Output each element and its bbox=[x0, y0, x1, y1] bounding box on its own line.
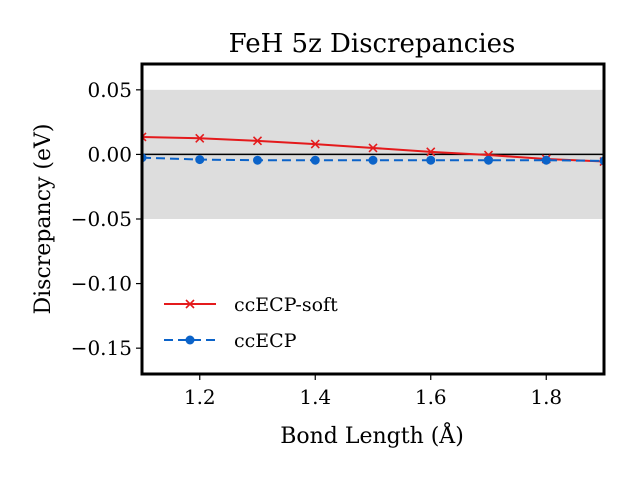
data-point bbox=[541, 155, 551, 165]
marker-stroke bbox=[252, 136, 263, 146]
legend-marker bbox=[185, 299, 195, 309]
marker-stroke bbox=[142, 135, 147, 142]
marker-stroke bbox=[142, 132, 147, 139]
y-tick-label: −0.05 bbox=[71, 207, 132, 231]
data-point bbox=[368, 155, 378, 165]
y-tick-label: 0.00 bbox=[87, 142, 132, 166]
data-point bbox=[310, 139, 320, 149]
marker-stroke bbox=[426, 147, 436, 157]
data-point bbox=[253, 155, 262, 165]
marker-stroke bbox=[195, 133, 205, 143]
y-axis-label: Discrepancy (eV) bbox=[31, 123, 56, 314]
legend: ccECP-soft ccECP bbox=[164, 294, 338, 352]
x-tick-label: 1.2 bbox=[184, 385, 216, 409]
legend-marker bbox=[185, 335, 195, 345]
x-tick-label: 1.4 bbox=[299, 385, 331, 409]
marker-stroke bbox=[368, 143, 378, 153]
data-point bbox=[368, 143, 378, 153]
x-tick-label: 1.6 bbox=[415, 385, 447, 409]
data-point bbox=[310, 155, 320, 165]
legend-label: ccECP bbox=[234, 330, 297, 352]
data-point bbox=[195, 133, 205, 143]
chart-title: FeH 5z Discrepancies bbox=[229, 29, 516, 59]
x-axis-label: Bond Length (Å) bbox=[280, 421, 464, 449]
marker-stroke bbox=[310, 139, 320, 149]
x-tick-label: 1.8 bbox=[530, 385, 562, 409]
data-point bbox=[426, 147, 436, 157]
y-tick-label: −0.15 bbox=[71, 336, 132, 360]
y-tick-label: 0.05 bbox=[87, 78, 132, 102]
data-point bbox=[252, 136, 263, 146]
legend-label: ccECP-soft bbox=[234, 294, 338, 316]
data-point bbox=[142, 132, 147, 142]
plot-area: 1.2 1.4 1.6 1.8 0.05 0.00 −0.05 −0.10 −0.15 ccECP… bbox=[71, 62, 606, 409]
data-point bbox=[426, 155, 436, 165]
series-group bbox=[142, 132, 604, 167]
y-tick-label: −0.10 bbox=[71, 272, 132, 296]
data-point bbox=[484, 155, 493, 165]
data-point bbox=[195, 155, 205, 165]
